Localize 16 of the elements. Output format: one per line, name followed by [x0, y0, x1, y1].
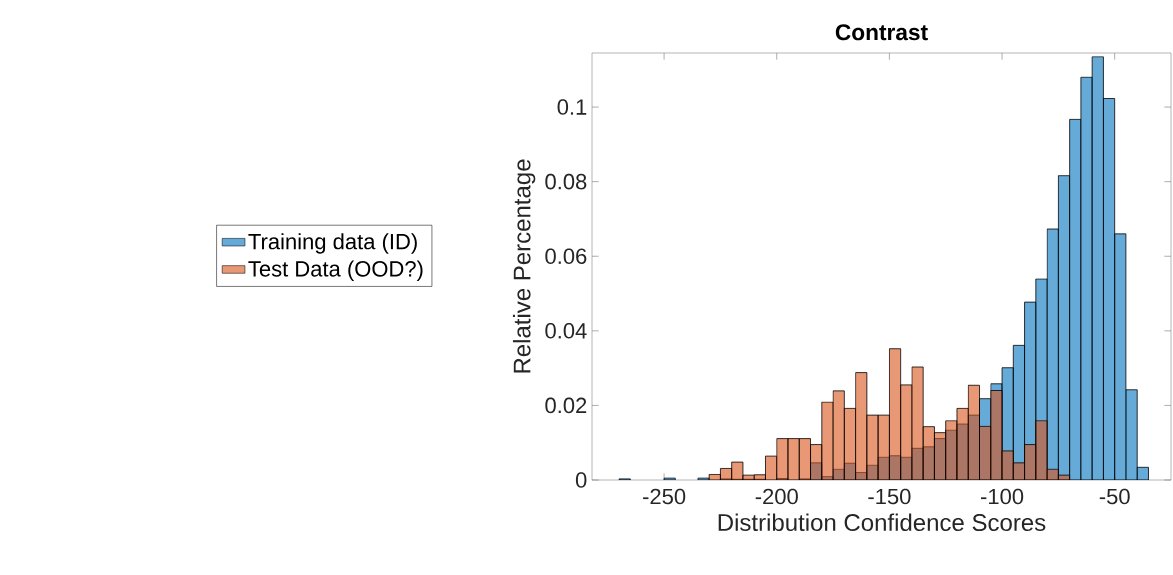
x-tick-label: -250: [643, 488, 686, 505]
y-tick-label: 0: [575, 472, 587, 488]
x-tick-label: -150: [868, 488, 911, 505]
y-tick-label: 0.1: [557, 99, 587, 115]
x-tick-label: -200: [755, 488, 798, 505]
legend-label: Training data (ID): [248, 233, 417, 254]
y-axis-title: Relative Percentage: [512, 159, 536, 373]
y-tick-label: 0.04: [545, 323, 587, 339]
y-tick-label: 0.08: [545, 173, 587, 190]
x-tick-label: -50: [1099, 488, 1130, 505]
chart-title: Contrast: [835, 24, 928, 41]
y-tick-label: 0.06: [545, 248, 587, 265]
y-tick-label: 0.02: [545, 397, 587, 414]
legend-label: Test Data (OOD?): [248, 260, 423, 281]
x-axis-title: Distribution Confidence Scores: [718, 513, 1046, 532]
x-tick-label: -100: [981, 488, 1024, 505]
